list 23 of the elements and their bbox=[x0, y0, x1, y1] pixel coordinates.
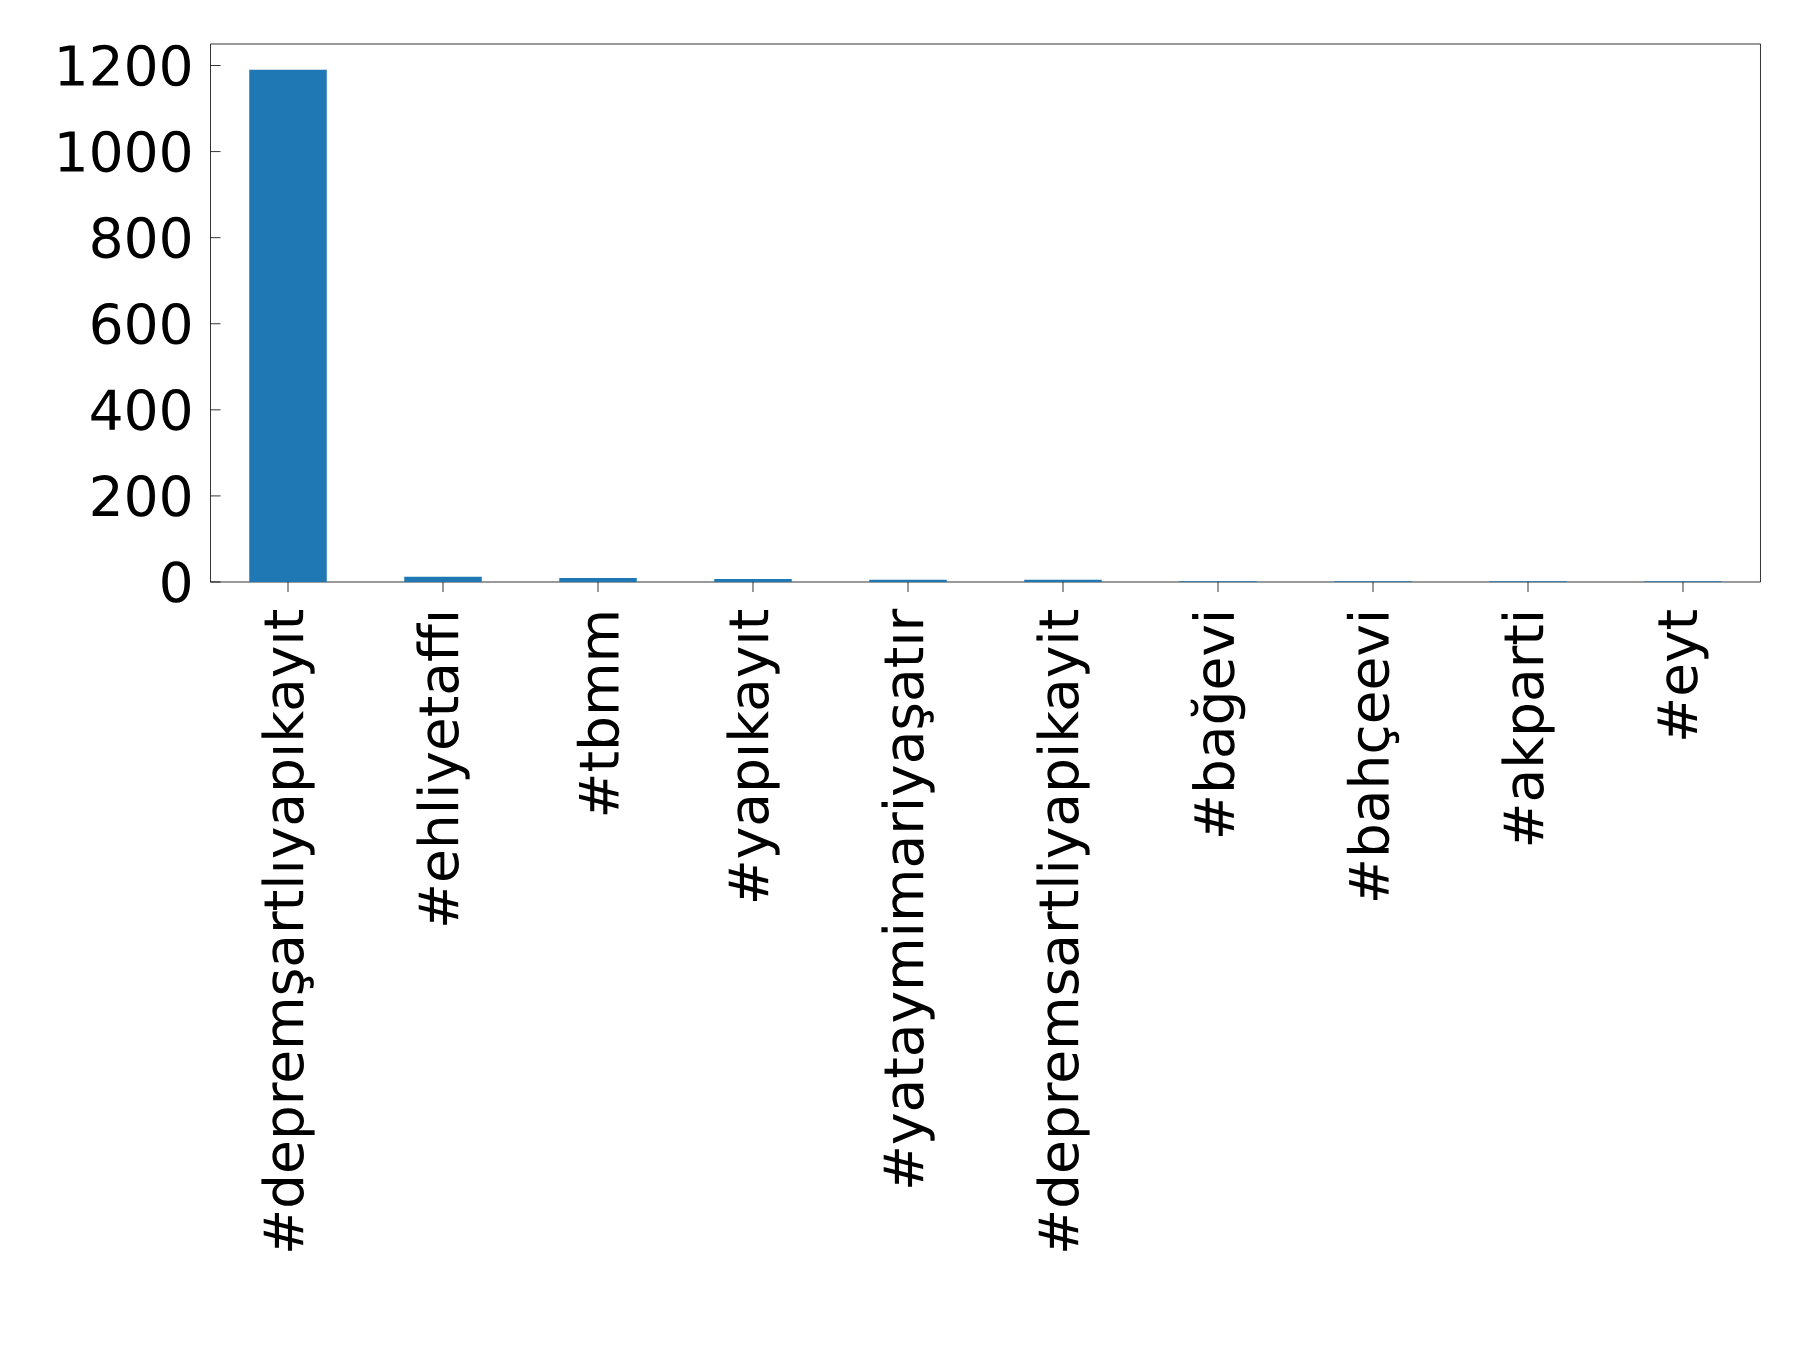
x-tick-label: #bahçeevi bbox=[1346, 613, 1400, 900]
y-tick-label: 800 bbox=[92, 216, 190, 259]
bar bbox=[249, 69, 327, 582]
x-tick-label: #yataymimariyaşatır bbox=[881, 608, 935, 1187]
bar bbox=[559, 578, 637, 582]
bar bbox=[1024, 579, 1102, 582]
bar bbox=[404, 576, 482, 582]
y-tick-label: 1200 bbox=[59, 44, 190, 87]
y-tick-label: 200 bbox=[92, 475, 190, 517]
y-tick-label: 600 bbox=[92, 302, 190, 345]
x-tick-label: #ehliyetaffı bbox=[416, 613, 470, 925]
y-tick-label: 400 bbox=[91, 389, 190, 431]
y-tick-label: 1000 bbox=[59, 130, 190, 173]
bar bbox=[714, 578, 792, 582]
x-tick-label: #eyt bbox=[1657, 610, 1709, 739]
x-tick-label: #yapıkayıt bbox=[726, 610, 780, 902]
x-tick-label: #depremsartliyapikayit bbox=[1036, 610, 1090, 1251]
bar bbox=[869, 579, 947, 582]
x-tick-label: #akparti bbox=[1501, 613, 1555, 845]
y-tick-label: 0 bbox=[162, 561, 190, 603]
x-tick-label: #tbmm bbox=[576, 613, 620, 815]
x-tick-label: #bağevi bbox=[1190, 613, 1246, 836]
x-tick-label: #depremşartlıyapıkayıt bbox=[261, 610, 315, 1251]
